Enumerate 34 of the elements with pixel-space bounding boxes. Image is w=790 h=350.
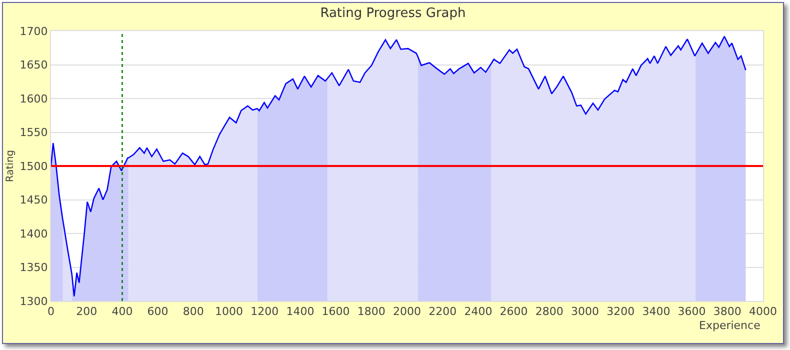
y-tick-label: 1350: [20, 261, 48, 274]
y-tick-label: 1600: [20, 92, 48, 106]
x-tick-label: 1200: [250, 305, 279, 318]
x-tick-label: 2400: [464, 305, 492, 318]
x-axis-title: Experience: [699, 319, 761, 332]
x-tick-label: 3800: [713, 305, 742, 318]
x-tick-label: 3600: [678, 305, 706, 318]
x-tick-label: 2200: [428, 305, 457, 318]
x-tick-label: 4000: [749, 305, 777, 318]
x-tick-label: 600: [147, 305, 168, 318]
y-tick-label: 1500: [20, 160, 48, 173]
x-tick-label: 400: [112, 305, 133, 318]
x-tick-label: 1800: [357, 305, 386, 318]
y-tick-label: 1550: [20, 126, 48, 140]
y-tick-label: 1700: [20, 24, 48, 38]
x-tick-label: 3200: [606, 305, 635, 318]
x-tick-label: 1600: [322, 305, 350, 318]
x-tick-label: 3400: [642, 305, 670, 318]
x-tick-label: 2600: [500, 305, 528, 318]
chart-title: Rating Progress Graph: [320, 6, 466, 22]
x-tick-label: 1000: [215, 305, 243, 318]
x-tick-label: 2000: [393, 305, 421, 318]
y-axis-title: Rating: [4, 150, 16, 182]
x-tick-label: 1400: [286, 305, 314, 318]
line-series: [51, 36, 746, 297]
x-tick-label: 3000: [571, 305, 599, 318]
x-tick-label: 0: [48, 305, 54, 318]
y-tick-label: 1650: [20, 58, 48, 72]
y-tick-label: 1450: [20, 194, 48, 207]
x-tick-label: 800: [182, 305, 204, 318]
y-tick-label: 1400: [20, 227, 48, 240]
x-tick-label: 2800: [535, 305, 564, 318]
x-tick-label: 200: [76, 305, 98, 318]
y-tick-label: 1300: [20, 294, 48, 308]
